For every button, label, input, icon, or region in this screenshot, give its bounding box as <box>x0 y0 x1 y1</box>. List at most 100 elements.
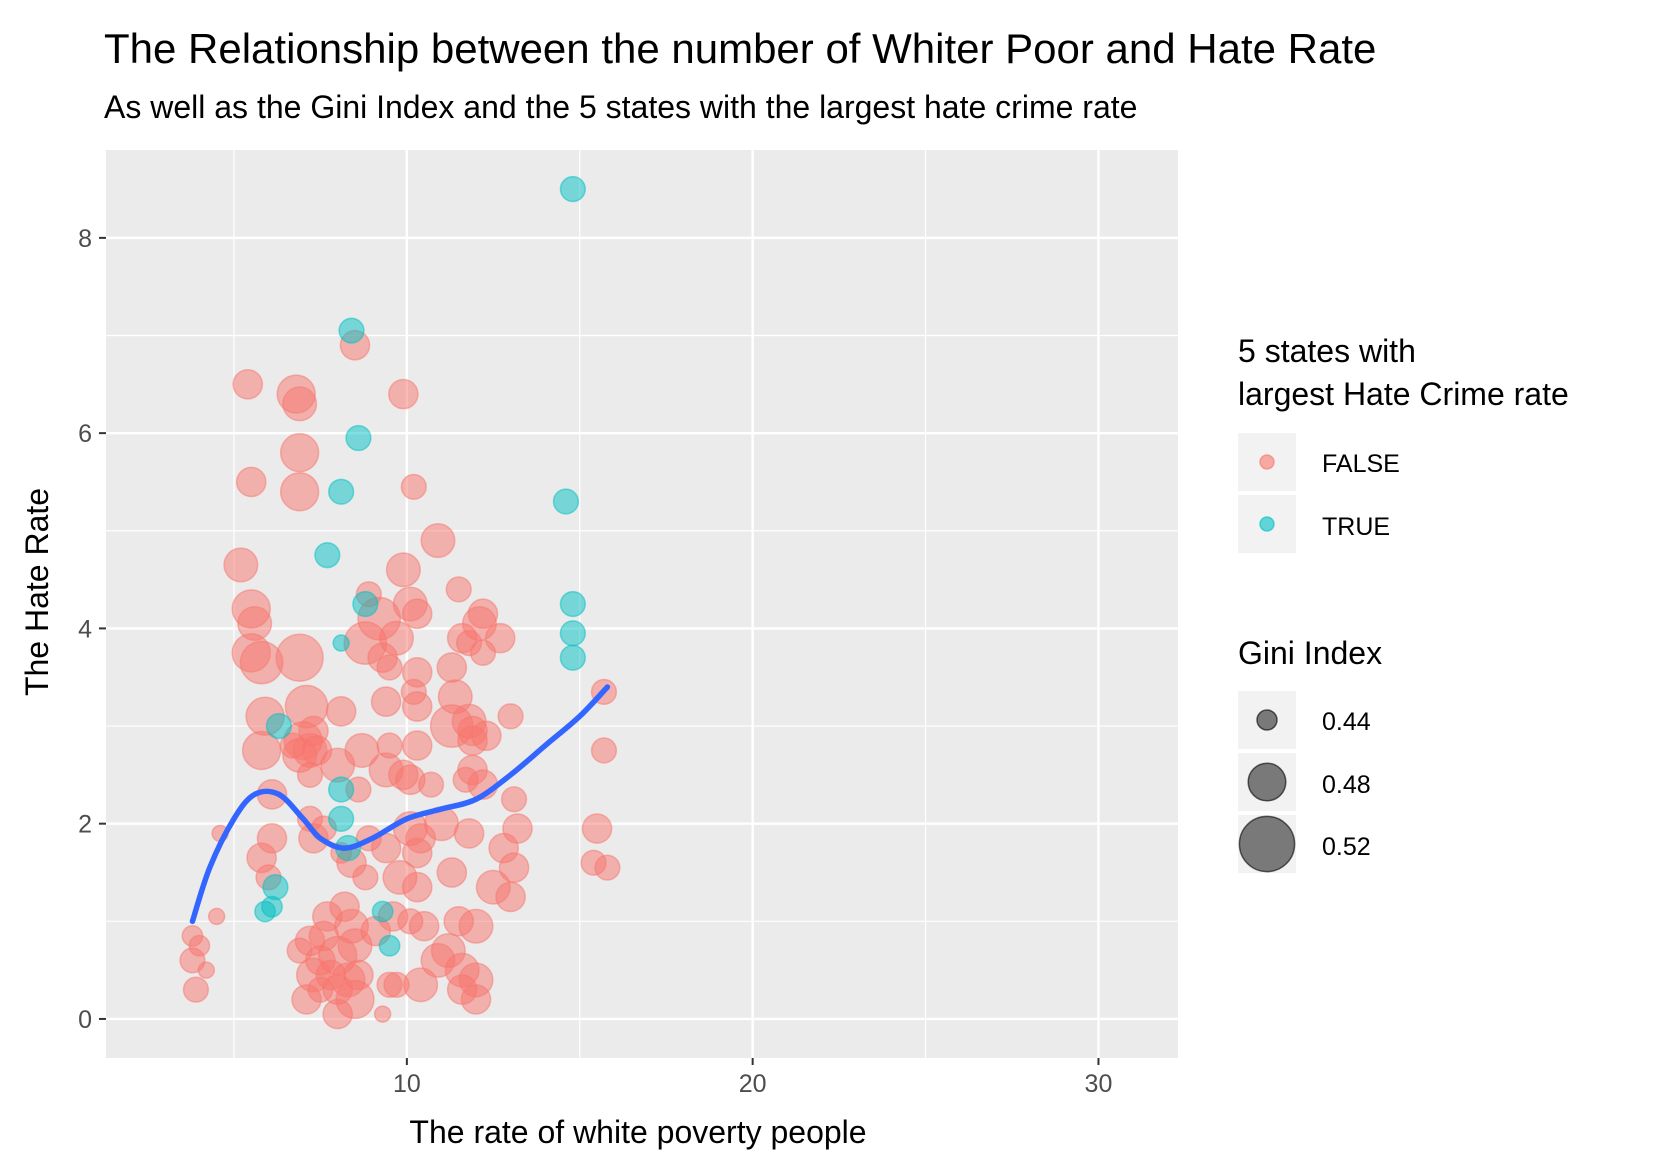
data-point-false <box>417 771 445 798</box>
data-point-false <box>420 522 456 559</box>
data-point-false <box>325 696 357 727</box>
x-tick-label: 10 <box>393 1070 421 1098</box>
data-point-true <box>327 478 355 505</box>
data-point-false <box>401 837 433 869</box>
data-point-false <box>235 466 267 498</box>
data-point-false <box>207 907 226 926</box>
legend-key-false <box>1259 454 1275 470</box>
y-tick-label: 4 <box>78 615 92 643</box>
legend-size-key <box>1256 709 1278 731</box>
data-point-false <box>457 725 488 757</box>
data-point-false <box>275 633 324 682</box>
data-point-true <box>559 644 586 671</box>
data-point-false <box>453 818 485 849</box>
data-point-true <box>371 900 394 923</box>
y-tick-label: 6 <box>78 420 92 448</box>
data-point-false <box>296 761 324 789</box>
y-tick-label: 8 <box>78 225 92 253</box>
x-tick-label: 30 <box>1085 1070 1113 1098</box>
y-axis-label: The Hate Rate <box>19 488 55 696</box>
data-point-false <box>401 598 433 630</box>
color-legend-keys <box>1238 433 1296 553</box>
data-point-false <box>383 971 410 998</box>
data-point-true <box>352 590 379 618</box>
data-point-false <box>388 378 419 410</box>
legend-size-key <box>1238 815 1296 873</box>
data-point-false <box>385 552 421 588</box>
size-legend-title: Gini Index <box>1238 635 1382 671</box>
data-point-false <box>400 473 427 500</box>
size-legend-label-048: 0.48 <box>1322 771 1371 799</box>
data-point-false <box>241 730 282 771</box>
data-point-true <box>378 934 401 957</box>
size-legend-keys <box>1238 691 1296 873</box>
data-point-true <box>559 175 586 203</box>
data-point-false <box>376 654 403 681</box>
color-legend-title-line-1: 5 states with <box>1238 333 1416 369</box>
data-point-false <box>500 786 528 813</box>
x-axis-label: The rate of white poverty people <box>409 1114 866 1150</box>
data-point-false <box>502 813 533 844</box>
color-legend-label-true: TRUE <box>1322 513 1390 541</box>
data-point-true <box>262 873 289 901</box>
data-point-false <box>182 976 210 1003</box>
data-point-true <box>345 424 372 452</box>
data-point-false <box>401 691 433 722</box>
legend-key-true <box>1259 516 1275 532</box>
size-legend-label-044: 0.44 <box>1322 708 1371 736</box>
data-point-true <box>327 776 355 803</box>
data-point-false <box>401 730 433 761</box>
data-point-true <box>332 634 350 652</box>
data-point-false <box>239 640 284 685</box>
data-point-false <box>223 547 259 583</box>
data-point-false <box>370 686 402 717</box>
grid-major <box>106 150 1178 1058</box>
data-point-false <box>197 961 216 979</box>
data-point-true <box>327 805 355 832</box>
data-point-false <box>373 1005 392 1023</box>
data-point-false <box>497 703 524 730</box>
smooth-line <box>189 684 611 925</box>
size-legend-label-052: 0.52 <box>1322 833 1371 861</box>
y-tick-label: 0 <box>78 1006 92 1034</box>
data-point-false <box>279 471 320 512</box>
y-tick-label: 2 <box>78 811 92 839</box>
data-point-false <box>460 984 492 1015</box>
data-point-false <box>408 910 440 942</box>
legend: 5 states with largest Hate Crime rate FA… <box>1238 333 1569 873</box>
data-point-false <box>335 979 375 1020</box>
data-points <box>179 175 621 1030</box>
data-point-true <box>559 620 586 647</box>
x-tick-label: 20 <box>739 1070 767 1098</box>
data-point-false <box>436 857 468 888</box>
data-point-false <box>484 622 516 654</box>
data-point-true <box>552 488 580 515</box>
data-point-false <box>581 813 613 844</box>
data-point-false <box>279 432 320 473</box>
smooth-line-group <box>189 684 611 925</box>
data-point-false <box>352 864 379 891</box>
data-point-true <box>254 900 277 923</box>
data-point-false <box>436 652 468 683</box>
data-point-false <box>594 854 621 881</box>
data-point-true <box>314 542 341 569</box>
data-point-false <box>420 942 456 978</box>
color-legend-title-line-2: largest Hate Crime rate <box>1238 376 1569 412</box>
data-point-true <box>559 590 586 618</box>
chart-title: The Relationship between the number of W… <box>104 25 1376 72</box>
data-point-false <box>590 737 618 764</box>
data-point-false <box>291 984 322 1015</box>
axis-ticks: 10 20 30 0 2 4 6 8 <box>78 225 1112 1098</box>
color-legend-label-false: FALSE <box>1322 450 1400 478</box>
data-point-false <box>458 908 494 944</box>
data-point-false <box>282 386 318 422</box>
data-point-false <box>232 368 264 400</box>
chart-subtitle: As well as the Gini Index and the 5 stat… <box>104 89 1137 125</box>
plot-panel <box>106 150 1178 1058</box>
data-point-true <box>338 317 365 344</box>
data-point-false <box>401 871 433 903</box>
data-point-false <box>445 576 472 603</box>
legend-size-key <box>1247 762 1287 802</box>
data-point-false <box>495 881 526 913</box>
